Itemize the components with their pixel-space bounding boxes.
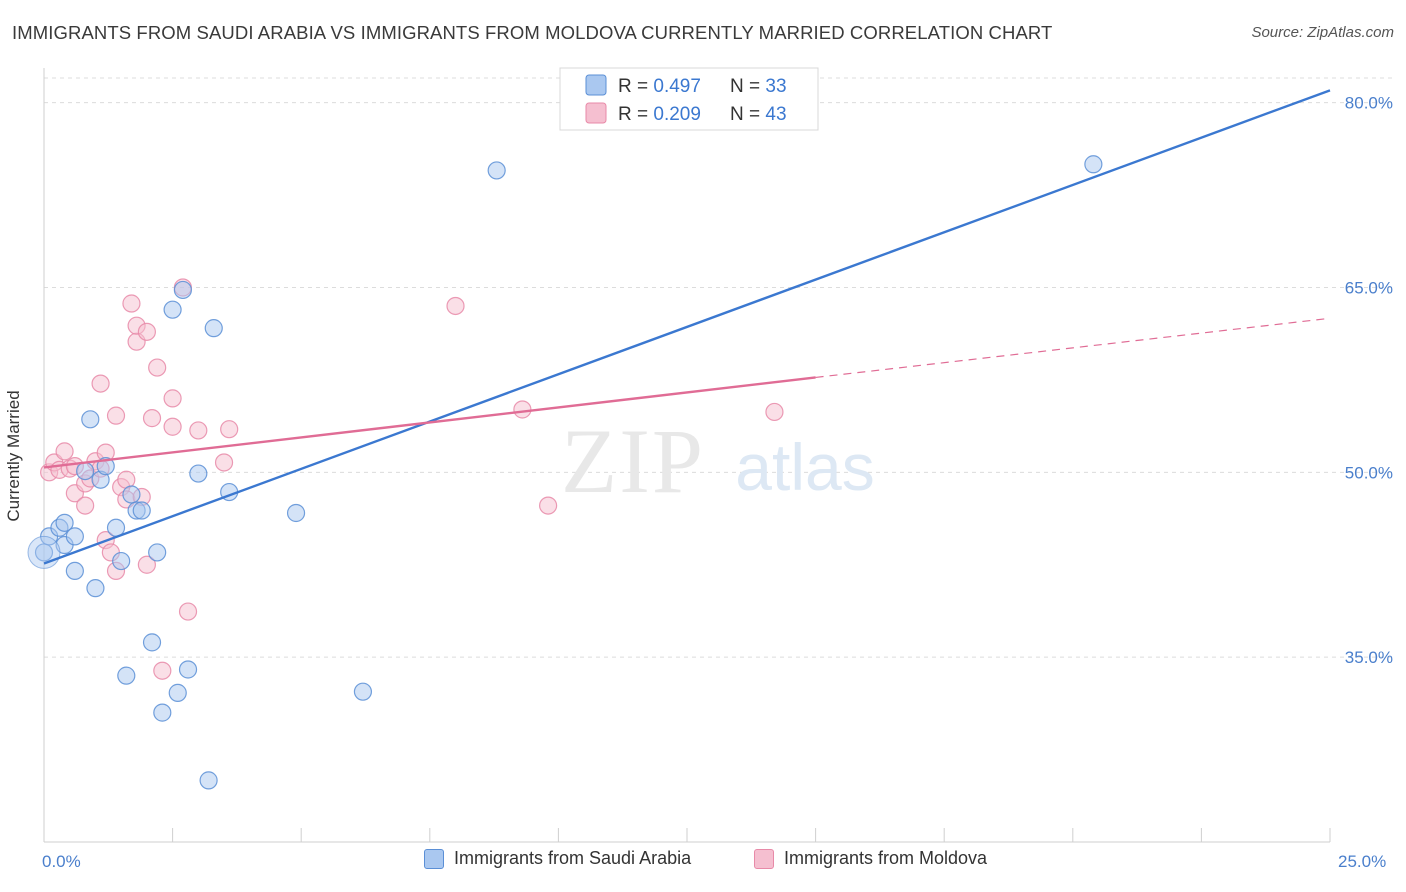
svg-text:N = 43: N = 43 [730, 104, 787, 125]
saudi-point [153, 703, 172, 722]
saudi-point [117, 666, 136, 685]
legend-n-value-moldova: 43 [765, 104, 786, 125]
moldova-point [765, 402, 784, 422]
moldova-point [163, 389, 182, 408]
saudi-point [178, 660, 198, 679]
y-tick-label: 50.0% [1345, 463, 1393, 482]
moldova-point [122, 294, 141, 313]
legend-swatch-moldova [585, 102, 607, 124]
saudi-point [204, 319, 223, 338]
saudi-point [199, 771, 218, 790]
moldova-point [106, 406, 126, 425]
saudi-point [148, 543, 167, 562]
moldova-point [91, 374, 110, 393]
saudi-point [55, 513, 74, 532]
moldova-point [142, 409, 162, 428]
legend-item-moldova: Immigrants from Moldova [754, 848, 987, 869]
moldova-point [189, 421, 208, 440]
legend-item-moldova-label: Immigrants from Moldova [784, 848, 988, 868]
saudi-point [286, 503, 306, 523]
legend-item-saudi-swatch [424, 848, 444, 869]
saudi-point [81, 410, 100, 429]
saudi-point [168, 683, 187, 702]
legend-r-label-saudi: R = [618, 76, 653, 97]
legend-r-value-moldova: 0.209 [653, 104, 701, 125]
x-tick-label-max: 25.0% [1338, 852, 1387, 871]
watermark: ZIP atlas [561, 410, 875, 512]
moldova-point [220, 420, 239, 439]
legend-n-value-saudi: 33 [765, 76, 786, 97]
moldova-point [148, 358, 167, 377]
moldova-point [513, 400, 532, 419]
axes [43, 68, 1331, 843]
saudi-trend-line [43, 89, 1331, 565]
moldova-point [163, 417, 182, 436]
saudi-point [173, 280, 192, 300]
y-axis-label: Currently Married [4, 390, 23, 522]
saudi-point [142, 633, 162, 652]
saudi-point [487, 161, 506, 180]
saudi-point-large [27, 535, 61, 569]
saudi-point [122, 485, 141, 504]
legend-swatch-saudi [585, 74, 607, 96]
saudi-point [1084, 155, 1103, 174]
legend-n-label-moldova: N = [730, 104, 765, 125]
x-tick-label-min: 0.0% [42, 852, 81, 871]
moldova-point [137, 555, 156, 574]
moldova-trend-line [43, 376, 816, 469]
svg-text:N = 33: N = 33 [730, 76, 787, 97]
watermark-zip: ZIP [561, 410, 705, 512]
chart-title: IMMIGRANTS FROM SAUDI ARABIA VS IMMIGRAN… [12, 22, 1053, 43]
saudi-point [76, 461, 95, 481]
moldova-point [214, 453, 234, 472]
y-tick-label: 65.0% [1345, 278, 1393, 297]
moldova-point [178, 602, 198, 621]
moldova-point [76, 496, 95, 515]
saudi-points [27, 155, 1103, 790]
correlation-legend: R = 0.497 N = 33 R = 0.209 N = 43 [559, 67, 819, 131]
saudi-point [353, 682, 373, 701]
moldova-point [137, 322, 156, 341]
legend-r-value-saudi: 0.497 [653, 76, 701, 97]
legend-r-label-moldova: R = [618, 104, 653, 125]
y-tick-label: 80.0% [1345, 94, 1393, 113]
legend-item-saudi: Immigrants from Saudi Arabia [424, 848, 691, 869]
moldova-point [446, 296, 465, 316]
legend-item-moldova-swatch [754, 848, 774, 869]
moldova-point [539, 496, 558, 515]
saudi-point [65, 527, 84, 546]
saudi-point [163, 300, 182, 319]
watermark-atlas: atlas [735, 430, 874, 504]
moldova-trend-extension [815, 317, 1331, 379]
saudi-point [112, 551, 131, 571]
y-tick-label: 35.0% [1345, 648, 1393, 667]
moldova-point [55, 442, 74, 461]
gridlines [44, 77, 1392, 658]
moldova-point [153, 661, 172, 680]
legend-item-saudi-label: Immigrants from Saudi Arabia [454, 848, 692, 868]
svg-text:R = 0.209: R = 0.209 [618, 104, 701, 125]
saudi-point [132, 501, 151, 520]
source-label: Source: ZipAtlas.com [1251, 24, 1394, 41]
saudi-point [189, 464, 208, 483]
y-tick-labels: 35.0% 50.0% 65.0% 80.0% [1345, 94, 1393, 668]
saudi-point [65, 561, 84, 581]
saudi-point [96, 457, 115, 476]
saudi-point [86, 579, 105, 598]
legend-n-label-saudi: N = [730, 76, 765, 97]
saudi-point [34, 543, 54, 562]
svg-text:R = 0.497: R = 0.497 [618, 76, 701, 97]
trend-lines [43, 89, 1331, 565]
series-legend: Immigrants from Saudi Arabia Immigrants … [0, 848, 1406, 880]
